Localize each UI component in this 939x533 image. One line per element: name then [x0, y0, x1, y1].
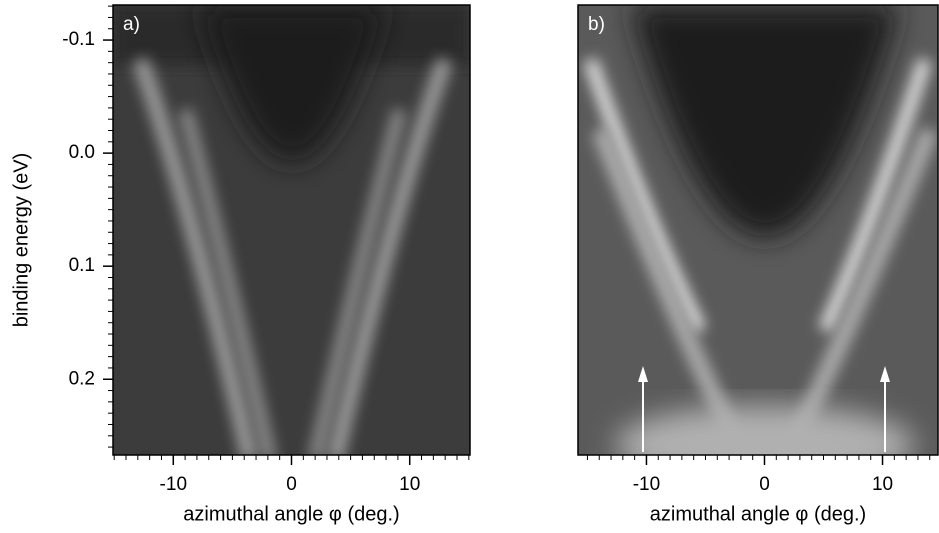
arrows: [638, 366, 890, 452]
y-tick-label: 0.1: [69, 255, 95, 276]
x-tick-label: 10: [399, 474, 420, 495]
x-axis-label: azimuthal angle φ (deg.): [650, 503, 866, 525]
panel-label: b): [588, 14, 605, 35]
x-tick-label: 0: [759, 474, 770, 495]
y-tick-label: -0.1: [62, 29, 95, 50]
x-axis-label: azimuthal angle φ (deg.): [183, 503, 399, 525]
y-tick-label: 0.2: [69, 368, 95, 389]
x-tick-label: 10: [872, 474, 893, 495]
x-tick-label: -10: [633, 474, 660, 495]
y-tick-label: 0.0: [69, 142, 95, 163]
x-tick-label: -10: [160, 474, 187, 495]
x-tick-label: 0: [286, 474, 297, 495]
plot-frame: [577, 4, 939, 456]
y-axis-label: binding energy (eV): [10, 153, 32, 328]
intensity-map-a: [113, 5, 470, 455]
panel-label: a): [123, 14, 140, 35]
intensity-map-b: [578, 5, 938, 455]
